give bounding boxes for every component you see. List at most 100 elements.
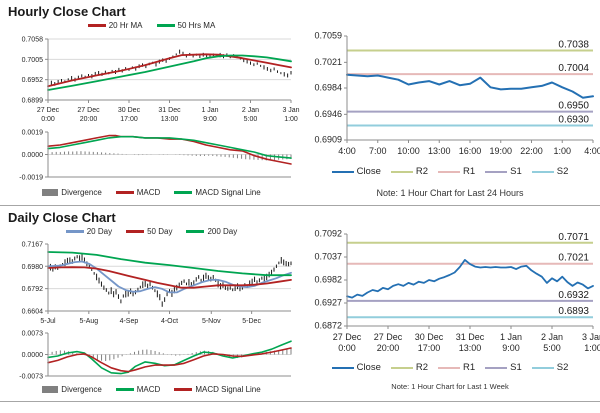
legend-swatch-icon <box>87 24 106 27</box>
svg-text:0.6932: 0.6932 <box>558 290 589 301</box>
svg-text:4:00: 4:00 <box>338 146 356 156</box>
svg-text:13:00: 13:00 <box>161 116 179 123</box>
horizontal-divider-bottom <box>0 401 600 402</box>
legend-swatch-icon <box>65 230 84 233</box>
daily-sr-chart: 0.7071 0.7021 0.6932 0.6893 0.7092 0.7037 0.69… <box>314 229 600 354</box>
svg-text:9:00: 9:00 <box>203 116 217 123</box>
legend-label: R1 <box>463 362 476 373</box>
hourly-sr-legend: Close R2 R1 S1 S2 <box>303 166 597 177</box>
svg-text:30 Dec: 30 Dec <box>118 107 141 114</box>
svg-text:27 Dec: 27 Dec <box>37 107 60 114</box>
svg-text:20:00: 20:00 <box>80 116 98 123</box>
legend-swatch-icon <box>174 191 193 194</box>
svg-text:1 Jan: 1 Jan <box>500 332 522 342</box>
svg-text:1:00: 1:00 <box>584 343 600 353</box>
legend-label: S1 <box>510 362 522 373</box>
legend-item-50-day: 50 Day <box>126 227 172 236</box>
legend-label: R1 <box>463 166 476 177</box>
svg-text:19:00: 19:00 <box>489 146 512 156</box>
legend-label: 20 Day <box>86 227 113 236</box>
legend-label: MACD <box>136 385 161 394</box>
legend-swatch-icon <box>485 366 508 369</box>
legend-item-r1: R1 <box>438 362 475 373</box>
svg-text:0.0000: 0.0000 <box>22 152 44 159</box>
svg-text:0.7071: 0.7071 <box>558 232 589 243</box>
svg-text:3 Jan: 3 Jan <box>282 107 299 114</box>
svg-text:16:00: 16:00 <box>459 146 482 156</box>
svg-text:0.6604: 0.6604 <box>22 309 44 316</box>
svg-text:0.0019: 0.0019 <box>22 130 44 137</box>
legend-item-s1: S1 <box>485 362 522 373</box>
svg-text:0.6946: 0.6946 <box>314 109 342 119</box>
svg-text:27 Dec: 27 Dec <box>77 107 100 114</box>
legend-swatch-icon <box>485 170 508 173</box>
svg-text:17:00: 17:00 <box>120 116 138 123</box>
svg-text:2 Jan: 2 Jan <box>541 332 563 342</box>
daily-macd-legend: Divergence MACD MACD Signal Line <box>8 385 295 394</box>
daily-close-chart: 0.7167 0.6980 0.6792 0.6604 5-Jul 5-Aug 4-Sep 4… <box>22 242 292 325</box>
legend-label: MACD <box>136 188 161 197</box>
daily-macd-chart: 0.0073 0.0000 -0.0073 <box>19 331 292 381</box>
svg-text:4-Oct: 4-Oct <box>161 318 178 325</box>
svg-text:27 Dec: 27 Dec <box>374 332 403 342</box>
svg-text:0.6980: 0.6980 <box>22 264 44 271</box>
svg-text:0.7021: 0.7021 <box>314 57 342 67</box>
legend-label: 20 Hr MA <box>108 21 143 30</box>
legend-swatch-icon <box>331 366 354 369</box>
legend-label: Close <box>356 362 381 373</box>
svg-text:5:00: 5:00 <box>244 116 258 123</box>
svg-text:0.7092: 0.7092 <box>314 229 342 239</box>
legend-item-divergence: Divergence <box>42 385 102 394</box>
svg-text:13:00: 13:00 <box>428 146 451 156</box>
legend-label: 50 Hrs MA <box>177 21 216 30</box>
legend-swatch-icon <box>331 170 354 173</box>
legend-swatch-icon <box>186 230 205 233</box>
legend-swatch-icon <box>390 366 413 369</box>
legend-swatch-icon <box>438 366 461 369</box>
svg-text:4:00: 4:00 <box>584 146 600 156</box>
legend-swatch-icon <box>156 24 175 27</box>
svg-text:1 Jan: 1 Jan <box>201 107 218 114</box>
legend-label: R2 <box>415 166 429 177</box>
svg-text:1:00: 1:00 <box>553 146 571 156</box>
legend-label: Close <box>356 166 381 177</box>
legend-item-s1: S1 <box>485 166 522 177</box>
hourly-sr-panel: 0.7038 0.7004 0.6950 0.6930 0.7059 0.7021 0.69… <box>300 0 600 205</box>
svg-text:3 Jan: 3 Jan <box>582 332 600 342</box>
legend-item-close: Close <box>331 362 381 373</box>
svg-text:0.6952: 0.6952 <box>22 77 44 84</box>
legend-item-r2: R2 <box>390 166 429 177</box>
svg-text:17:00: 17:00 <box>418 343 441 353</box>
svg-text:0.6927: 0.6927 <box>314 298 342 308</box>
svg-text:0.7038: 0.7038 <box>558 40 589 51</box>
legend-item-200-day: 200 Day <box>186 227 237 236</box>
legend-label: Divergence <box>61 385 102 394</box>
svg-text:0.7004: 0.7004 <box>558 63 589 74</box>
svg-text:0.7037: 0.7037 <box>314 252 342 262</box>
legend-swatch-icon <box>174 388 193 391</box>
legend-item-divergence: Divergence <box>42 188 102 197</box>
svg-text:1:00: 1:00 <box>284 116 298 123</box>
svg-text:0.6893: 0.6893 <box>558 306 589 317</box>
svg-text:5-Jul: 5-Jul <box>40 318 56 325</box>
legend-item-50-hrs-ma: 50 Hrs MA <box>156 21 216 30</box>
svg-text:9:00: 9:00 <box>502 343 520 353</box>
legend-swatch-icon <box>531 366 554 369</box>
svg-text:20:00: 20:00 <box>377 343 400 353</box>
legend-label: R2 <box>415 362 429 373</box>
svg-text:0.0073: 0.0073 <box>22 331 44 338</box>
svg-text:5-Nov: 5-Nov <box>202 318 221 325</box>
hourly-sr-note: Note: 1 Hour Chart for Last 24 Hours <box>376 188 524 198</box>
legend-item-s2: S2 <box>531 362 568 373</box>
svg-text:0.6982: 0.6982 <box>314 275 342 285</box>
legend-item-close: Close <box>331 166 381 177</box>
legend-item-r1: R1 <box>438 166 475 177</box>
legend-item-s2: S2 <box>531 166 568 177</box>
daily-close-panel: Daily Close Chart 20 Day 50 Day 200 Day 0.… <box>0 206 300 402</box>
hourly-close-chart: 0.7058 0.7005 0.6952 0.6899 27 Dec 0:00 27 Dec… <box>22 37 300 124</box>
hourly-ma-legend: 20 Hr MA 50 Hrs MA <box>8 21 295 30</box>
legend-label: MACD Signal Line <box>195 188 261 197</box>
hourly-chart-title: Hourly Close Chart <box>8 4 126 19</box>
daily-sr-legend: Close R2 R1 S1 S2 <box>303 362 597 373</box>
hourly-sr-chart: 0.7038 0.7004 0.6950 0.6930 0.7059 0.7021 0.69… <box>314 31 600 157</box>
